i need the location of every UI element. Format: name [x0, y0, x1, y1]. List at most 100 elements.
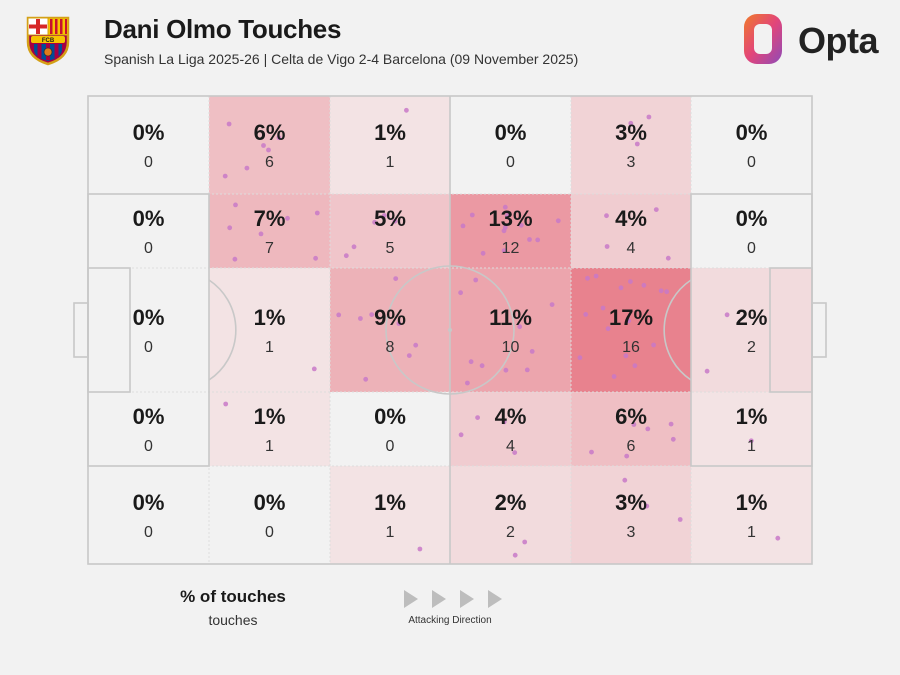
zone-pct-label: 0% [133, 206, 165, 231]
touch-dot [226, 121, 232, 127]
zone-r2-c5 [691, 268, 812, 392]
zone-pct-label: 0% [374, 404, 406, 429]
touch-dot [529, 349, 535, 354]
touch-dot [505, 213, 510, 219]
zone-pct-label: 7% [254, 206, 286, 231]
zone-pct-label: 0% [495, 120, 527, 145]
touch-dot [458, 432, 464, 438]
zone-r0-c0 [88, 96, 209, 194]
touch-dot [585, 275, 590, 281]
zone-count-label: 1 [386, 154, 395, 171]
zone-pct-label: 3% [615, 490, 647, 515]
zone-count-label: 0 [747, 240, 756, 257]
zone-count-label: 2 [506, 524, 515, 541]
touch-dot [258, 231, 264, 237]
zone-r2-c2 [330, 268, 450, 392]
touch-dot [549, 302, 555, 307]
zone-count-label: 4 [506, 438, 515, 455]
zone-r3-c1 [209, 392, 330, 466]
touch-dot [524, 367, 530, 373]
zone-pct-label: 0% [736, 120, 768, 145]
touch-dot [658, 288, 664, 294]
touch-dot [479, 363, 485, 369]
zone-count-label: 3 [627, 154, 636, 171]
zone-pct-label: 0% [133, 404, 165, 429]
touch-dot [605, 326, 611, 332]
zone-count-label: 1 [265, 438, 274, 455]
page-title: Dani Olmo Touches [104, 14, 342, 44]
touch-dot [622, 477, 628, 483]
touch-dot [276, 135, 282, 141]
touch-dot [665, 255, 671, 261]
touch-dot [704, 368, 710, 374]
attacking-direction-label: Attacking Direction [408, 615, 492, 626]
opta-brand-text: Opta [798, 20, 879, 61]
zone-pct-label: 17% [609, 305, 653, 330]
touch-dot [372, 219, 377, 225]
touch-dot [641, 282, 647, 288]
touch-dot [343, 253, 349, 259]
zone-r1-c2 [330, 194, 450, 268]
touch-dot [522, 539, 528, 545]
touch-dot [261, 143, 266, 148]
touch-dot [313, 255, 318, 261]
touch-dot [653, 207, 659, 213]
zone-r4-c5 [691, 466, 812, 564]
zone-count-label: 10 [502, 339, 520, 356]
attacking-direction-arrows-icon [404, 590, 502, 608]
touch-dot [503, 367, 509, 373]
touch-dot [628, 279, 633, 284]
touch-dot [527, 237, 532, 242]
touch-dot [473, 277, 479, 283]
zone-count-label: 0 [144, 438, 153, 455]
touch-dot [396, 321, 402, 326]
zone-r1-c1 [209, 194, 330, 268]
legend-subtitle: touches [208, 612, 258, 628]
touch-dot [227, 225, 233, 231]
zone-count-label: 6 [265, 154, 274, 171]
barcelona-crest-icon: FCB [26, 16, 70, 66]
touch-dot [458, 290, 463, 296]
zone-pct-label: 1% [736, 404, 768, 429]
touch-dot [645, 426, 651, 432]
zone-pct-label: 4% [495, 404, 527, 429]
touch-dot [358, 316, 363, 321]
touch-dot [480, 250, 486, 256]
left-penalty-arc [208, 279, 237, 381]
zone-count-label: 12 [502, 240, 520, 257]
zone-count-label: 2 [747, 339, 756, 356]
zone-pct-label: 0% [736, 206, 768, 231]
zone-r2-c0 [88, 268, 209, 392]
touch-dot [626, 318, 632, 324]
zone-r3-c3 [450, 392, 571, 466]
zone-count-label: 0 [265, 524, 274, 541]
zone-count-label: 1 [747, 524, 756, 541]
touch-dot [593, 273, 599, 279]
zone-count-label: 0 [144, 154, 153, 171]
zone-pct-label: 1% [254, 404, 286, 429]
match-subtitle: Spanish La Liga 2025-26 | Celta de Vigo … [104, 51, 579, 67]
zone-pct-label: 6% [615, 404, 647, 429]
right-goal [811, 302, 827, 358]
touch-dot [465, 380, 470, 386]
touch-dot [583, 312, 589, 317]
zone-pct-label: 9% [374, 305, 406, 330]
zone-pct-label: 6% [254, 120, 286, 145]
zone-r0-c3 [450, 96, 571, 194]
touch-dot [413, 342, 419, 348]
touch-dot [468, 359, 474, 365]
touch-dot [512, 450, 518, 455]
touch-dot [266, 147, 271, 153]
zone-r1-c0 [88, 194, 209, 268]
touch-dot [417, 546, 423, 552]
zone-r0-c2 [330, 96, 450, 194]
touch-dot [404, 107, 409, 113]
touch-dot [351, 244, 357, 250]
touch-dot [314, 210, 320, 216]
zone-r3-c2 [330, 392, 450, 466]
zone-pct-label: 13% [488, 206, 532, 231]
touch-dot [336, 312, 342, 318]
zone-r0-c5 [691, 96, 812, 194]
touch-dot [223, 401, 229, 407]
touch-dot [677, 517, 683, 522]
